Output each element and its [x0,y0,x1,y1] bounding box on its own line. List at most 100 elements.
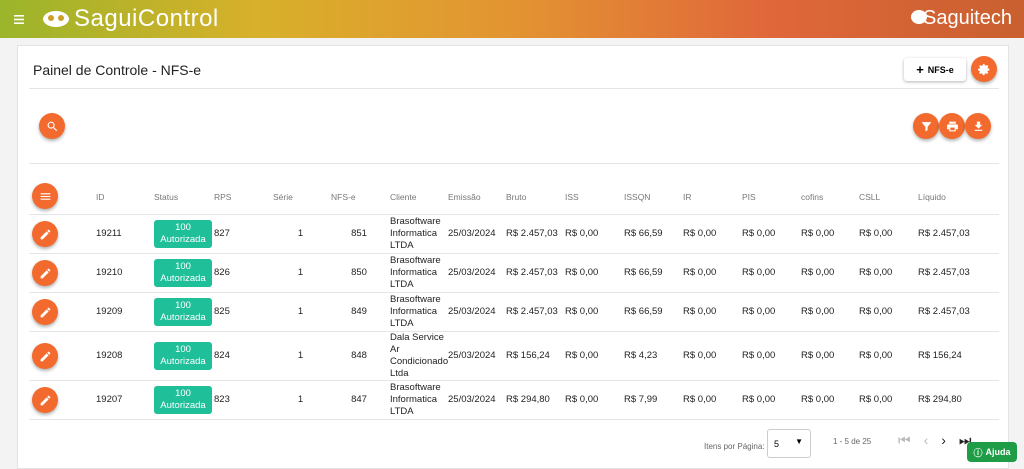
cell-liquido: R$ 2.457,03 [918,306,970,317]
table-header: ID Status RPS Série NFS-e Cliente Emissão Bruto… [29,179,999,215]
cell-status: 100 Autorizada [151,386,212,414]
cell-iss: R$ 0,00 [565,306,599,317]
cell-emissao: 25/03/2024 [448,350,496,361]
cell-nfse: 847 [351,394,367,405]
cell-bruto: R$ 294,80 [506,394,550,405]
print-button[interactable] [939,113,965,139]
status-badge: 100 Autorizada [154,298,212,326]
page-range: 1 - 5 de 25 [833,437,872,446]
cell-bruto: R$ 156,24 [506,350,550,361]
table-row: 19207 100 Autorizada 823 1 847 Brasoftware Inf… [29,381,999,420]
column-menu-cell [29,179,93,214]
cell-status: 100 Autorizada [151,220,212,248]
column-header: ISSQN [624,191,651,202]
cell-emissao: 25/03/2024 [448,228,496,239]
cell-cofins: R$ 0,00 [801,306,835,317]
new-button[interactable]: + NFS-e [904,58,966,81]
new-button-label: NFS-e [927,64,954,75]
cell-liquido: R$ 2.457,03 [918,228,970,239]
status-code: 100 [175,388,191,399]
column-header: ID [96,191,105,202]
logo-icon [43,11,69,27]
column-header: NFS-e [331,191,356,202]
edit-button[interactable] [32,387,58,413]
cell-pis: R$ 0,00 [742,306,776,317]
status-badge: 100 Autorizada [154,220,212,248]
column-header: RPS [214,191,232,202]
status-code: 100 [175,222,191,233]
cell-nfse: 851 [351,228,367,239]
settings-button[interactable] [971,56,997,82]
status-badge: 100 Autorizada [154,386,212,414]
cell-id: 19209 [96,306,123,317]
cell-iss: R$ 0,00 [565,394,599,405]
cell-ir: R$ 0,00 [683,350,717,361]
help-label: Ajuda [985,447,1011,457]
download-button[interactable] [965,113,991,139]
cell-cliente: Dala Service Ar Condicionado Ltda [390,332,449,379]
cell-liquido: R$ 294,80 [918,394,962,405]
cell-cofins: R$ 0,00 [801,228,835,239]
help-button[interactable]: ⓘ Ajuda [967,442,1017,462]
divider [29,163,999,164]
page-nav[interactable]: ⏮‹›⏭ [898,432,985,448]
cell-csll: R$ 0,00 [859,350,893,361]
cell-nfse: 849 [351,306,367,317]
cell-emissao: 25/03/2024 [448,306,496,317]
status-text: Autorizada [160,356,206,367]
cell-issqn: R$ 7,99 [624,394,658,405]
filter-button[interactable] [913,113,939,139]
status-badge: 100 Autorizada [154,259,212,287]
page-size-select[interactable]: 5 ▼ [767,429,811,458]
search-button[interactable] [39,113,65,139]
cell-issqn: R$ 66,59 [624,267,663,278]
cell-status: 100 Autorizada [151,298,212,326]
cell-bruto: R$ 2.457,03 [506,267,558,278]
brand-icon [911,10,927,24]
status-code: 100 [175,300,191,311]
cell-ir: R$ 0,00 [683,394,717,405]
cell-issqn: R$ 66,59 [624,228,663,239]
status-text: Autorizada [160,400,206,411]
cell-serie: 1 [297,306,304,317]
cell-cofins: R$ 0,00 [801,394,835,405]
cell-cliente: Brasoftware Informatica LTDA [390,255,441,290]
cell-status: 100 Autorizada [151,342,212,370]
cell-ir: R$ 0,00 [683,306,717,317]
logo[interactable]: SaguiControl [74,5,219,32]
cell-pis: R$ 0,00 [742,267,776,278]
menu-icon[interactable] [14,15,24,24]
cell-status: 100 Autorizada [151,259,212,287]
cell-nfse: 848 [351,350,367,361]
column-menu-button[interactable] [32,183,58,209]
table-row: 19211 100 Autorizada 827 1 851 Brasoftware Inf… [29,215,999,254]
status-code: 100 [175,344,191,355]
cell-csll: R$ 0,00 [859,394,893,405]
edit-button[interactable] [32,221,58,247]
status-text: Autorizada [160,273,206,284]
edit-button[interactable] [32,299,58,325]
cell-serie: 1 [297,267,304,278]
cell-pis: R$ 0,00 [742,394,776,405]
edit-button[interactable] [32,343,58,369]
status-code: 100 [175,261,191,272]
column-header: Bruto [506,191,527,202]
cell-cliente: Brasoftware Informatica LTDA [390,382,441,417]
cell-serie: 1 [297,394,304,405]
cell-serie: 1 [297,350,304,361]
cell-rps: 824 [214,350,230,361]
cell-cliente: Brasoftware Informatica LTDA [390,216,441,251]
cell-rps: 823 [214,394,230,405]
column-header: Emissão [448,191,481,202]
cell-emissao: 25/03/2024 [448,394,496,405]
edit-button[interactable] [32,260,58,286]
cell-id: 19211 [96,228,122,239]
cell-iss: R$ 0,00 [565,350,599,361]
cell-rps: 827 [214,228,230,239]
cell-ir: R$ 0,00 [683,228,717,239]
edit-cell [29,215,93,253]
cell-csll: R$ 0,00 [859,306,893,317]
column-header: PIS [742,191,756,202]
nfse-table: ID Status RPS Série NFS-e Cliente Emissão Bruto… [29,179,999,420]
column-header: ISS [565,191,579,202]
